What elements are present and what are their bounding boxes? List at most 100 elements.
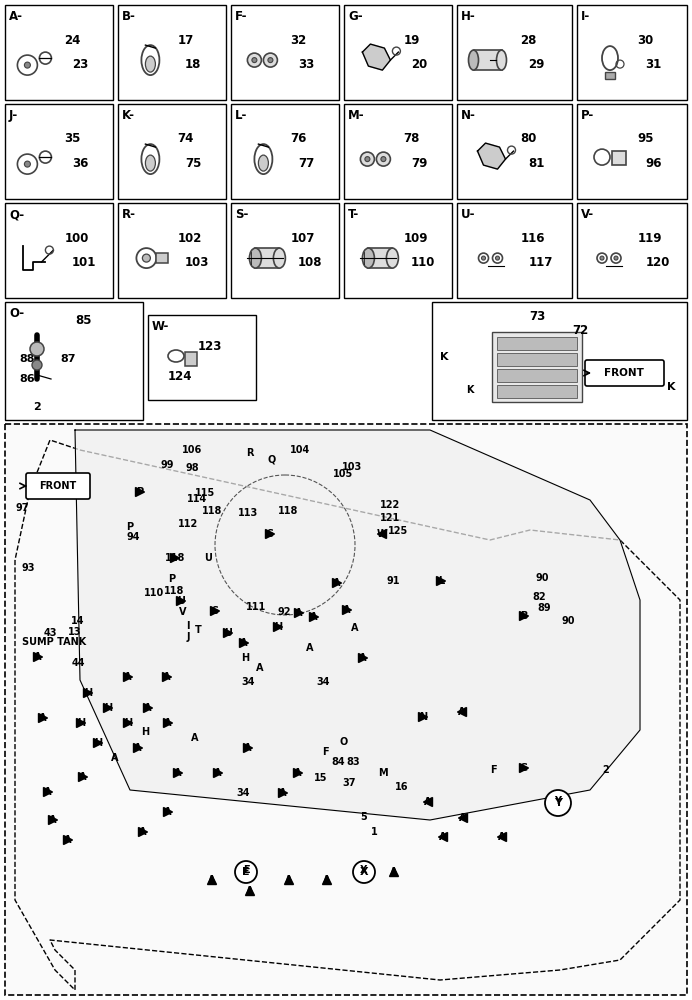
Polygon shape bbox=[266, 530, 275, 538]
Text: A: A bbox=[240, 638, 248, 648]
Text: 110: 110 bbox=[411, 256, 435, 269]
Polygon shape bbox=[459, 814, 468, 822]
Text: H: H bbox=[104, 703, 112, 713]
Text: 112: 112 bbox=[178, 519, 198, 529]
Bar bbox=[231, 104, 339, 199]
Circle shape bbox=[614, 256, 618, 260]
Polygon shape bbox=[210, 606, 219, 615]
Polygon shape bbox=[295, 608, 304, 617]
Text: 118: 118 bbox=[277, 506, 298, 516]
Ellipse shape bbox=[145, 56, 156, 72]
Polygon shape bbox=[214, 768, 223, 778]
Text: 36: 36 bbox=[72, 157, 89, 170]
Text: A: A bbox=[64, 835, 72, 845]
Text: 95: 95 bbox=[637, 132, 654, 145]
Bar bbox=[118, 5, 226, 100]
Text: A: A bbox=[244, 743, 252, 753]
Polygon shape bbox=[136, 488, 145, 496]
Bar bbox=[231, 5, 339, 100]
Polygon shape bbox=[93, 738, 102, 748]
Text: 29: 29 bbox=[528, 58, 545, 71]
Text: F-: F- bbox=[235, 10, 248, 23]
Ellipse shape bbox=[273, 248, 285, 268]
Text: S-: S- bbox=[235, 208, 248, 221]
Polygon shape bbox=[174, 768, 183, 778]
Text: 84: 84 bbox=[331, 757, 345, 767]
Text: 75: 75 bbox=[185, 157, 201, 170]
Text: 90: 90 bbox=[561, 616, 575, 626]
Text: 120: 120 bbox=[645, 256, 670, 269]
Bar bbox=[344, 203, 452, 298]
Text: R: R bbox=[246, 448, 254, 458]
Text: 17: 17 bbox=[177, 33, 194, 46]
Bar bbox=[497, 369, 577, 382]
Text: 90: 90 bbox=[535, 573, 549, 583]
Text: V-: V- bbox=[581, 208, 594, 221]
Bar bbox=[497, 385, 577, 398]
Text: 89: 89 bbox=[537, 603, 551, 613]
Circle shape bbox=[353, 861, 375, 883]
Text: S: S bbox=[212, 606, 219, 616]
Text: 73: 73 bbox=[529, 310, 545, 323]
Text: A: A bbox=[144, 703, 152, 713]
Text: 104: 104 bbox=[290, 445, 310, 455]
Text: Y: Y bbox=[554, 796, 561, 806]
Text: N-: N- bbox=[461, 109, 476, 122]
Text: 5: 5 bbox=[361, 812, 367, 822]
Text: 30: 30 bbox=[637, 33, 654, 46]
Bar bbox=[457, 5, 572, 100]
Polygon shape bbox=[439, 832, 448, 842]
Text: 44: 44 bbox=[71, 658, 84, 668]
Ellipse shape bbox=[468, 50, 478, 70]
Text: A: A bbox=[439, 832, 447, 842]
Text: H: H bbox=[141, 727, 149, 737]
Text: A: A bbox=[111, 753, 119, 763]
Text: 92: 92 bbox=[277, 607, 291, 617]
Polygon shape bbox=[176, 596, 185, 605]
Circle shape bbox=[600, 256, 604, 260]
Text: A: A bbox=[424, 797, 432, 807]
Text: H-: H- bbox=[461, 10, 476, 23]
Bar bbox=[432, 302, 687, 420]
Ellipse shape bbox=[496, 50, 507, 70]
Text: A: A bbox=[307, 643, 313, 653]
Text: A: A bbox=[139, 827, 147, 837]
Polygon shape bbox=[498, 832, 507, 842]
Polygon shape bbox=[424, 798, 432, 806]
Text: U: U bbox=[204, 553, 212, 563]
Circle shape bbox=[143, 254, 150, 262]
Text: A: A bbox=[352, 623, 358, 633]
Bar bbox=[5, 424, 687, 995]
Text: 106: 106 bbox=[182, 445, 202, 455]
Bar bbox=[118, 104, 226, 199]
Text: 33: 33 bbox=[298, 58, 314, 71]
Text: 78: 78 bbox=[403, 132, 420, 145]
Text: 102: 102 bbox=[177, 232, 202, 244]
Bar bbox=[605, 72, 615, 79]
Text: 86: 86 bbox=[19, 374, 35, 384]
Text: 108: 108 bbox=[298, 256, 322, 269]
Text: 119: 119 bbox=[637, 232, 662, 244]
Circle shape bbox=[248, 53, 262, 67]
Text: 103: 103 bbox=[185, 256, 210, 269]
Text: 94: 94 bbox=[126, 532, 140, 542]
Text: E: E bbox=[243, 865, 249, 875]
Circle shape bbox=[32, 360, 42, 370]
Text: A: A bbox=[34, 652, 42, 662]
Circle shape bbox=[264, 53, 277, 67]
Circle shape bbox=[268, 58, 273, 63]
Text: U-: U- bbox=[461, 208, 475, 221]
Bar bbox=[185, 352, 197, 366]
Text: 79: 79 bbox=[411, 157, 428, 170]
Text: 121: 121 bbox=[380, 513, 400, 523]
Text: 97: 97 bbox=[15, 503, 29, 513]
Text: J-: J- bbox=[9, 109, 18, 122]
Text: SUMP TANK: SUMP TANK bbox=[22, 637, 86, 647]
Polygon shape bbox=[284, 876, 293, 884]
Polygon shape bbox=[477, 143, 505, 169]
Text: 76: 76 bbox=[291, 132, 307, 145]
Text: 20: 20 bbox=[411, 58, 427, 71]
Text: 16: 16 bbox=[395, 782, 409, 792]
Polygon shape bbox=[138, 828, 147, 836]
Text: F: F bbox=[490, 765, 496, 775]
